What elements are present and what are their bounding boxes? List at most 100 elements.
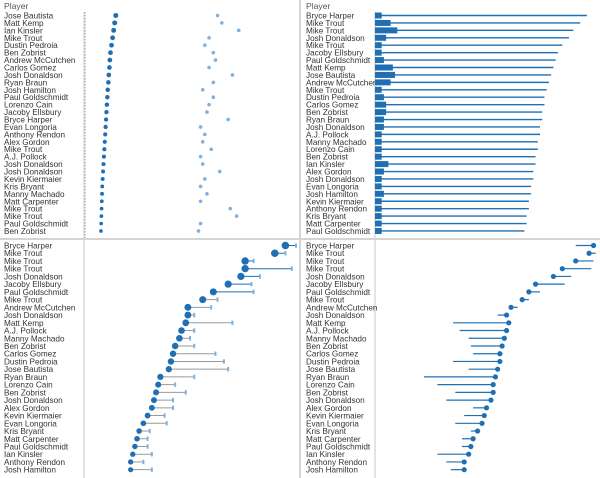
bar-block bbox=[375, 94, 384, 101]
dot-primary bbox=[184, 303, 192, 311]
dot-secondary bbox=[198, 125, 203, 129]
row-label: Josh Donaldson bbox=[306, 123, 365, 132]
row-label: Josh Donaldson bbox=[4, 396, 63, 405]
dot-secondary bbox=[217, 169, 222, 174]
dot-secondary bbox=[207, 102, 211, 107]
dot-primary bbox=[153, 389, 160, 396]
bar-block bbox=[375, 213, 382, 220]
dot-primary bbox=[113, 13, 119, 18]
dot-primary bbox=[461, 459, 467, 465]
bar-block bbox=[375, 19, 391, 26]
row-label: Ben Zobrist bbox=[4, 342, 47, 351]
row-label: Kris Bryant bbox=[306, 427, 347, 436]
row-label: Josh Hamilton bbox=[4, 466, 56, 475]
row-label: Kris Bryant bbox=[4, 182, 45, 191]
row-label: Jacoby Ellsbury bbox=[306, 49, 364, 58]
row-label: Kevin Kiermaier bbox=[306, 412, 364, 421]
row-label: Carlos Gomez bbox=[306, 350, 358, 359]
row-label: Manny Machado bbox=[4, 334, 65, 343]
row-label: Mike Trout bbox=[4, 296, 43, 305]
row-label: Andrew McCutchen bbox=[4, 56, 76, 65]
row-label: Jose Bautista bbox=[306, 365, 356, 374]
dot-primary bbox=[105, 87, 111, 93]
row-label: Mike Trout bbox=[4, 34, 43, 43]
dot-primary bbox=[495, 366, 501, 372]
dot-secondary bbox=[215, 13, 220, 18]
dot-primary bbox=[503, 327, 510, 334]
dot-secondary bbox=[228, 206, 233, 211]
dot-primary bbox=[497, 351, 503, 357]
row-label: Paul Goldschmidt bbox=[306, 227, 371, 236]
dot-primary bbox=[182, 319, 190, 327]
row-label: Mike Trout bbox=[4, 249, 43, 258]
row-label: Josh Hamilton bbox=[306, 466, 358, 475]
bar-block bbox=[375, 42, 382, 49]
row-label: Jose Bautista bbox=[4, 365, 54, 374]
row-label: Matt Kemp bbox=[4, 319, 44, 328]
row-label: Josh Donaldson bbox=[4, 272, 63, 281]
dot-secondary bbox=[198, 184, 203, 189]
horizontal-divider bbox=[0, 238, 600, 240]
column-header-player: Player bbox=[4, 1, 28, 11]
row-label: Mike Trout bbox=[306, 249, 345, 258]
row-label: Paul Goldschmidt bbox=[4, 220, 69, 229]
row-label: Matt Carpenter bbox=[306, 435, 361, 444]
dot-secondary bbox=[200, 88, 205, 92]
dot-primary bbox=[99, 206, 104, 211]
dot-primary bbox=[501, 335, 507, 341]
row-label: Andrew McCutchen bbox=[306, 303, 378, 312]
dot-primary bbox=[224, 280, 232, 288]
dot-primary bbox=[128, 459, 134, 465]
dot-primary bbox=[99, 214, 104, 218]
column-header-player: Player bbox=[306, 1, 330, 11]
bar-block bbox=[375, 86, 382, 93]
bar-block bbox=[375, 220, 382, 227]
dot-primary bbox=[132, 443, 138, 450]
row-label: Kris Bryant bbox=[4, 427, 45, 436]
dot-primary bbox=[178, 327, 185, 334]
dot-primary bbox=[490, 382, 496, 388]
row-label: Bryce Harper bbox=[4, 116, 53, 125]
dot-primary bbox=[519, 297, 525, 303]
dot-primary bbox=[136, 428, 142, 434]
dot-secondary bbox=[198, 154, 203, 159]
bar-block bbox=[375, 12, 382, 19]
dot-primary bbox=[532, 281, 539, 287]
dot-primary bbox=[103, 124, 108, 130]
dot-secondary bbox=[220, 21, 224, 25]
dot-primary bbox=[590, 242, 597, 249]
dot-primary bbox=[550, 273, 556, 280]
row-label: Bryce Harper bbox=[306, 12, 355, 21]
row-label: Ben Zobrist bbox=[306, 108, 349, 117]
row-label: A.J. Pollock bbox=[306, 327, 350, 336]
row-label: Matt Kemp bbox=[306, 64, 346, 73]
bar-block bbox=[375, 123, 384, 130]
dot-primary bbox=[466, 451, 472, 457]
row-label: Paul Goldschmidt bbox=[4, 93, 69, 102]
dot-primary bbox=[490, 389, 496, 395]
dot-secondary bbox=[196, 229, 201, 233]
dot-secondary bbox=[207, 35, 211, 40]
dot-primary bbox=[474, 428, 481, 434]
bar-block bbox=[375, 138, 382, 145]
dot-primary bbox=[107, 57, 113, 63]
dot-primary bbox=[110, 35, 116, 41]
row-label: Anthony Rendon bbox=[306, 458, 367, 467]
dot-primary bbox=[503, 312, 510, 318]
row-label: A.J. Pollock bbox=[4, 327, 48, 336]
row-label: Bryce Harper bbox=[306, 242, 355, 251]
row-label: Josh Donaldson bbox=[4, 71, 63, 80]
row-label: Alex Gordon bbox=[306, 404, 352, 413]
bar-block bbox=[375, 198, 382, 205]
dot-primary bbox=[508, 304, 514, 310]
row-label: Evan Longoria bbox=[306, 419, 359, 428]
dot-primary bbox=[586, 250, 592, 256]
row-label: Josh Donaldson bbox=[306, 175, 365, 184]
dot-primary bbox=[103, 132, 108, 137]
dot-primary bbox=[140, 420, 147, 427]
dot-secondary bbox=[213, 58, 218, 62]
row-label: Kris Bryant bbox=[306, 212, 347, 221]
dot-primary bbox=[104, 102, 110, 107]
dot-primary bbox=[148, 404, 155, 411]
